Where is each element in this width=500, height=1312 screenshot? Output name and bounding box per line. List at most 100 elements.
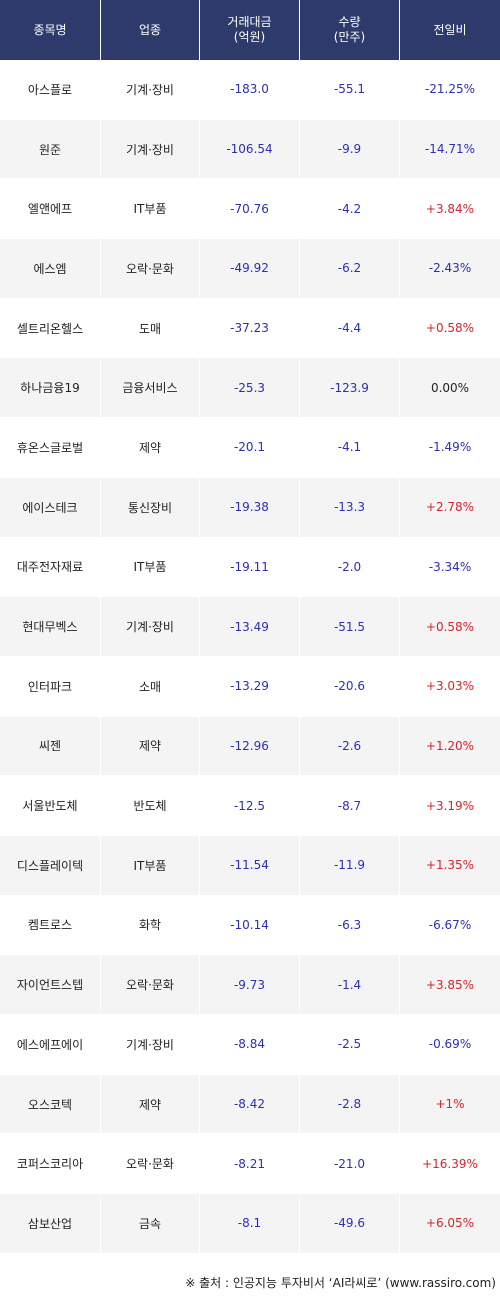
trade-volume: -20.6 [300,656,400,716]
price-change: -2.43% [428,261,472,276]
trade-volume: -11.9 [300,835,400,895]
trade-amount: -49.92 [200,239,300,298]
trade-amount: -25.3 [200,358,300,418]
price-change: +0.58% [425,321,475,336]
trade-volume: -2.0 [300,537,400,597]
trade-volume: -55.1 [300,60,400,119]
price-change: +3.19% [425,798,475,813]
stock-name: 에스에프에이 [0,1015,101,1074]
sector: 소매 [101,656,200,716]
table-row: 켐트로스 화학 -10.14 -6.3 -6.67% [0,895,500,956]
sector: 제약 [101,1074,200,1134]
table-row: 휴온스글로벌 제약 -20.1 -4.1 -1.49% [0,418,500,478]
sector: IT부품 [101,835,200,895]
header-name-label: 종목명 [33,22,67,37]
stock-name: 셀트리온헬스 [0,298,101,358]
stock-name: 에스엠 [0,239,101,298]
sector: 기계·장비 [101,60,200,119]
source-footer: ※ 출처 : 인공지능 투자비서 ‘AI라씨로’ (www.rassiro.co… [0,1253,500,1312]
stock-name: 아스플로 [0,60,101,119]
header-sector: 업종 [101,0,200,60]
price-change: +1.20% [425,738,475,753]
sector: 화학 [101,895,200,955]
price-change: +3.03% [425,679,475,694]
trade-volume: -2.5 [300,1015,400,1074]
stock-name: 디스플레이텍 [0,835,101,895]
price-change: +6.05% [425,1216,475,1231]
header-amount-label: 거래대금 [227,15,272,29]
price-change: +2.78% [425,500,475,515]
table-row: 인터파크 소매 -13.29 -20.6 +3.03% [0,656,500,717]
table-row: 아스플로 기계·장비 -183.0 -55.1 -21.25% [0,60,500,120]
stock-name: 현대무벡스 [0,597,101,656]
table-row: 셀트리온헬스 도매 -37.23 -4.4 +0.58% [0,298,500,359]
sector: 기계·장비 [101,119,200,179]
header-amount: 거래대금 (억원) [200,0,300,60]
sector: 오락·문화 [101,955,200,1014]
price-change: -0.69% [428,1037,472,1052]
table-row: 에스엠 오락·문화 -49.92 -6.2 -2.43% [0,239,500,299]
stock-name: 자이언트스텝 [0,955,101,1014]
trade-volume: -4.1 [300,418,400,477]
table-row: 자이언트스텝 오락·문화 -9.73 -1.4 +3.85% [0,955,500,1015]
trade-amount: -8.84 [200,1015,300,1074]
trade-volume: -2.8 [300,1074,400,1134]
sector: 도매 [101,298,200,358]
stock-name: 씨젠 [0,716,101,776]
trade-volume: -13.3 [300,477,400,537]
trade-amount: -20.1 [200,418,300,477]
sector: 제약 [101,418,200,477]
stock-name: 켐트로스 [0,895,101,955]
trade-amount: -183.0 [200,60,300,119]
table-row: 현대무벡스 기계·장비 -13.49 -51.5 +0.58% [0,597,500,657]
trade-amount: -13.49 [200,597,300,656]
price-change: +1.35% [425,858,475,873]
sector: IT부품 [101,537,200,597]
table-body: 아스플로 기계·장비 -183.0 -55.1 -21.25% 원준 기계·장비 -106.5… [0,60,500,1254]
price-change: +0.58% [425,619,475,634]
table-row: 하나금융19 금융서비스 -25.3 -123.9 0.00% [0,358,500,419]
trade-volume: -21.0 [300,1134,400,1194]
table-row: 디스플레이텍 IT부품 -11.54 -11.9 +1.35% [0,835,500,896]
sector: 금속 [101,1194,200,1253]
trade-amount: -8.1 [200,1194,300,1253]
header-name: 종목명 [0,0,101,60]
price-change: -1.49% [428,440,472,455]
price-change: -14.71% [424,142,476,157]
trade-volume: -8.7 [300,776,400,835]
stock-name: 코퍼스코리아 [0,1134,101,1194]
stock-name: 삼보산업 [0,1194,101,1253]
stock-name: 오스코텍 [0,1074,101,1134]
header-change: 전일비 [400,0,500,60]
trade-volume: -6.2 [300,239,400,298]
price-change: -21.25% [424,82,476,97]
table-row: 에스에프에이 기계·장비 -8.84 -2.5 -0.69% [0,1015,500,1075]
trade-amount: -11.54 [200,835,300,895]
trade-volume: -123.9 [300,358,400,418]
trade-amount: -19.11 [200,537,300,597]
trade-amount: -13.29 [200,656,300,716]
source-text: ※ 출처 : 인공지능 투자비서 ‘AI라씨로’ (www.rassiro.co… [185,1276,496,1290]
trade-amount: -8.21 [200,1134,300,1194]
table-row: 오스코텍 제약 -8.42 -2.8 +1% [0,1074,500,1135]
stock-name: 엘앤에프 [0,179,101,239]
table-row: 원준 기계·장비 -106.54 -9.9 -14.71% [0,119,500,180]
price-change: -6.67% [428,917,472,932]
header-volume-label: 수량 [338,15,361,29]
price-change: +16.39% [422,1156,478,1171]
header-volume: 수량 (만주) [300,0,400,60]
price-change: +1% [435,1097,465,1112]
table-row: 엘앤에프 IT부품 -70.76 -4.2 +3.84% [0,179,500,240]
sector: 통신장비 [101,477,200,537]
sector: 기계·장비 [101,597,200,656]
price-change: +3.84% [425,201,475,216]
trade-volume: -4.4 [300,298,400,358]
table-header: 종목명 업종 거래대금 (억원) 수량 (만주) 전일비 [0,0,500,60]
trade-volume: -9.9 [300,119,400,179]
table-row: 삼보산업 금속 -8.1 -49.6 +6.05% [0,1194,500,1254]
trade-volume: -49.6 [300,1194,400,1253]
header-sector-label: 업종 [138,22,162,37]
stock-name: 하나금융19 [0,358,101,418]
trade-volume: -2.6 [300,716,400,776]
table-row: 서울반도체 반도체 -12.5 -8.7 +3.19% [0,776,500,836]
